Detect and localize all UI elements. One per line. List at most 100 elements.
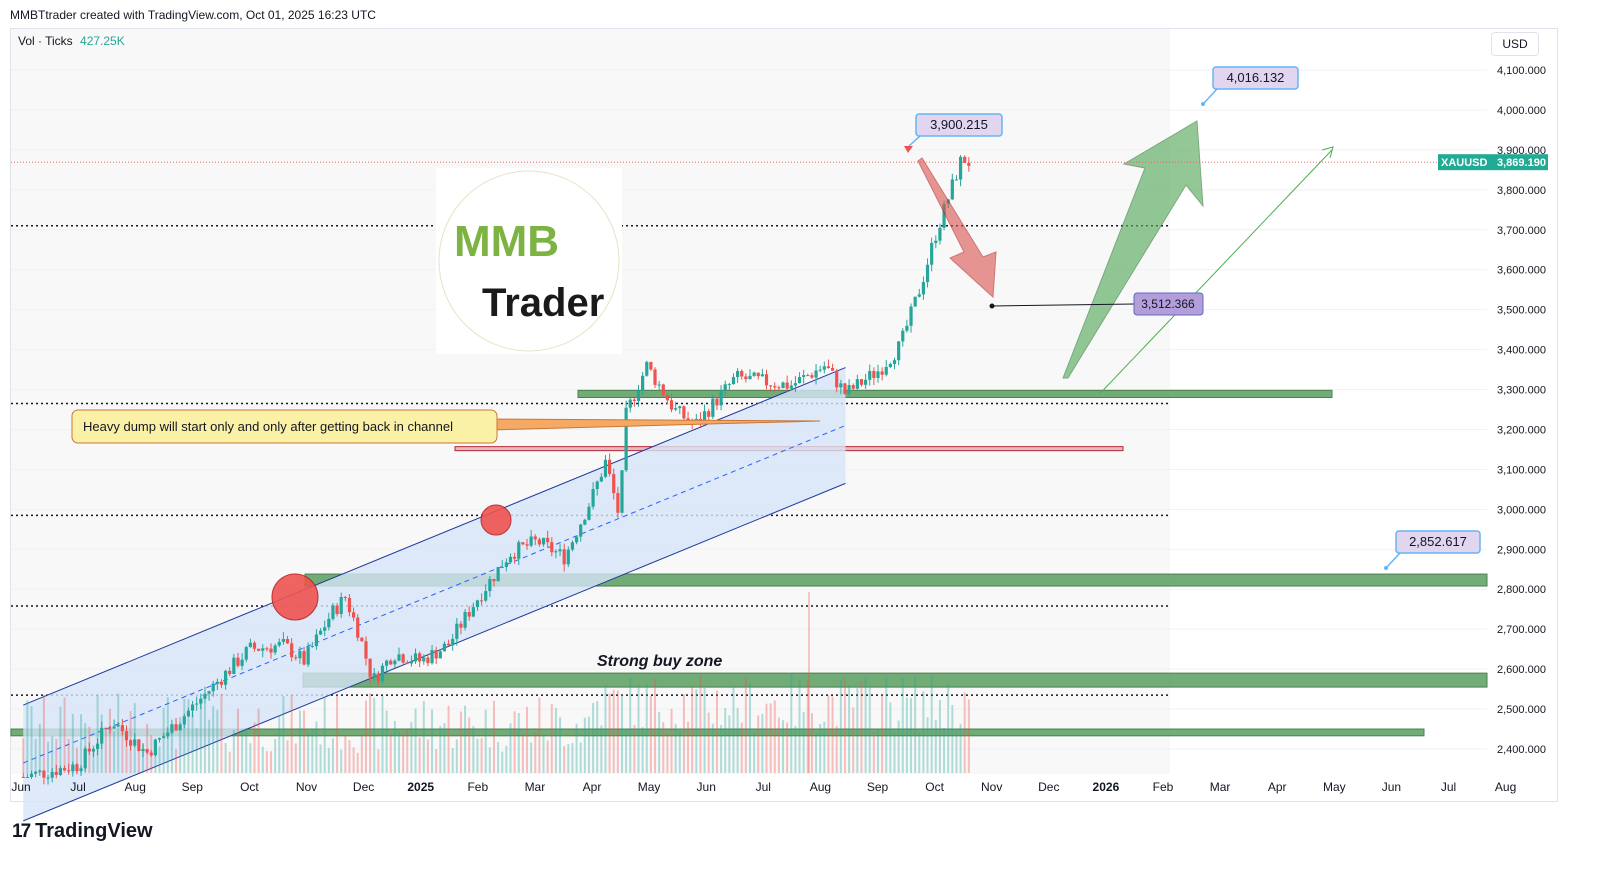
volume-bar bbox=[554, 707, 557, 773]
volume-bar bbox=[406, 728, 409, 773]
volume-bar bbox=[344, 734, 347, 773]
volume-bar bbox=[195, 728, 198, 773]
candle-body bbox=[21, 776, 25, 778]
volume-bar bbox=[526, 706, 529, 773]
volume-bar bbox=[625, 729, 628, 773]
volume-bar bbox=[315, 721, 318, 773]
currency-selector[interactable]: USD bbox=[1491, 32, 1539, 56]
candle-body bbox=[736, 371, 740, 378]
top-circle-2 bbox=[480, 504, 512, 536]
volume-bar bbox=[117, 693, 120, 773]
candle-body bbox=[244, 647, 248, 660]
volume-bar bbox=[806, 680, 809, 773]
volume-bar bbox=[600, 725, 603, 773]
label-target-up-box bbox=[1212, 66, 1299, 90]
candle-body bbox=[954, 179, 959, 181]
candle-body bbox=[835, 370, 839, 388]
candle-body bbox=[764, 374, 769, 386]
candle-body bbox=[892, 360, 897, 365]
candle-body bbox=[199, 698, 203, 704]
volume-bar bbox=[59, 706, 62, 773]
time-tick-label: 2025 bbox=[407, 780, 434, 794]
volume-bar bbox=[121, 724, 124, 773]
volume-bar bbox=[930, 675, 933, 773]
volume-bar bbox=[377, 749, 380, 773]
candle-body bbox=[438, 651, 442, 659]
candle-body bbox=[446, 643, 451, 646]
volume-bar bbox=[340, 749, 343, 773]
volume-bar bbox=[459, 711, 462, 773]
candle-body bbox=[678, 406, 682, 409]
candle-body bbox=[257, 648, 261, 651]
candle-body bbox=[884, 366, 888, 375]
volume-bar bbox=[583, 717, 586, 773]
volume-bar bbox=[674, 724, 677, 773]
volume-bar bbox=[30, 706, 33, 773]
candle-body bbox=[550, 542, 554, 553]
tradingview-brand[interactable]: 17 TradingView bbox=[12, 820, 153, 843]
volume-bar bbox=[938, 700, 941, 773]
candle-body bbox=[925, 264, 930, 283]
candle-body bbox=[583, 519, 587, 525]
candle-body bbox=[479, 600, 484, 602]
candle-body bbox=[744, 376, 748, 380]
candle-body bbox=[880, 371, 884, 375]
volume-bar bbox=[761, 713, 764, 773]
candle-body bbox=[116, 725, 120, 727]
volume-bar bbox=[108, 708, 111, 773]
candle-body bbox=[186, 710, 191, 717]
volume-bar bbox=[154, 752, 157, 773]
candle-body bbox=[397, 654, 401, 661]
channel-lower bbox=[23, 482, 846, 822]
volume-bar bbox=[38, 723, 41, 773]
candle-body bbox=[38, 770, 42, 772]
candle-body bbox=[537, 539, 542, 545]
candle-body bbox=[401, 654, 405, 663]
candle-body bbox=[574, 536, 579, 543]
candle-body bbox=[302, 651, 306, 665]
volume-bar bbox=[790, 673, 793, 773]
candle-body bbox=[87, 748, 91, 752]
volume-bar bbox=[926, 717, 929, 773]
volume-bar bbox=[534, 732, 537, 773]
time-tick-label: Sep bbox=[182, 780, 204, 794]
candle-body bbox=[529, 536, 533, 546]
candle-body bbox=[546, 537, 550, 543]
time-tick-label: May bbox=[1323, 780, 1346, 794]
candle-body bbox=[715, 398, 719, 406]
volume-bar bbox=[831, 696, 834, 773]
volume-bar bbox=[265, 751, 268, 773]
volume-bar bbox=[241, 729, 244, 773]
volume-bar bbox=[92, 745, 95, 773]
candle-body bbox=[46, 777, 50, 779]
candle-body bbox=[413, 653, 418, 662]
candle-body bbox=[120, 725, 124, 732]
candle-body bbox=[570, 542, 575, 550]
projection-line bbox=[1099, 149, 1333, 394]
volume-bar bbox=[307, 732, 310, 773]
volume-bar bbox=[497, 742, 500, 773]
label-target-low-text: 2,852.617 bbox=[1409, 534, 1467, 549]
volume-bar bbox=[509, 723, 512, 773]
volume-bar bbox=[538, 697, 541, 773]
volume-bar bbox=[410, 722, 413, 773]
candle-body bbox=[603, 459, 608, 477]
candle-body bbox=[306, 646, 310, 665]
price-tick-label: 2,900.000 bbox=[1497, 544, 1546, 556]
volume-bar bbox=[579, 742, 582, 773]
time-axis: Jun Jul Aug Sep Oct Nov Dec 2025 Feb Mar Apr May Jun… bbox=[11, 780, 1516, 794]
volume-bar bbox=[348, 740, 351, 773]
candle-body bbox=[818, 369, 822, 371]
candle-body bbox=[533, 536, 537, 540]
candle-body bbox=[62, 768, 67, 771]
volume-bar bbox=[967, 699, 970, 773]
candle-body bbox=[665, 395, 670, 401]
price-tick-label: 3,600.000 bbox=[1497, 265, 1546, 277]
candle-body bbox=[356, 617, 360, 638]
volume-bar bbox=[327, 747, 330, 773]
volume-bar bbox=[63, 697, 66, 773]
candle-body bbox=[950, 179, 954, 200]
volume-bar bbox=[715, 690, 718, 773]
volume-bar bbox=[546, 740, 549, 773]
